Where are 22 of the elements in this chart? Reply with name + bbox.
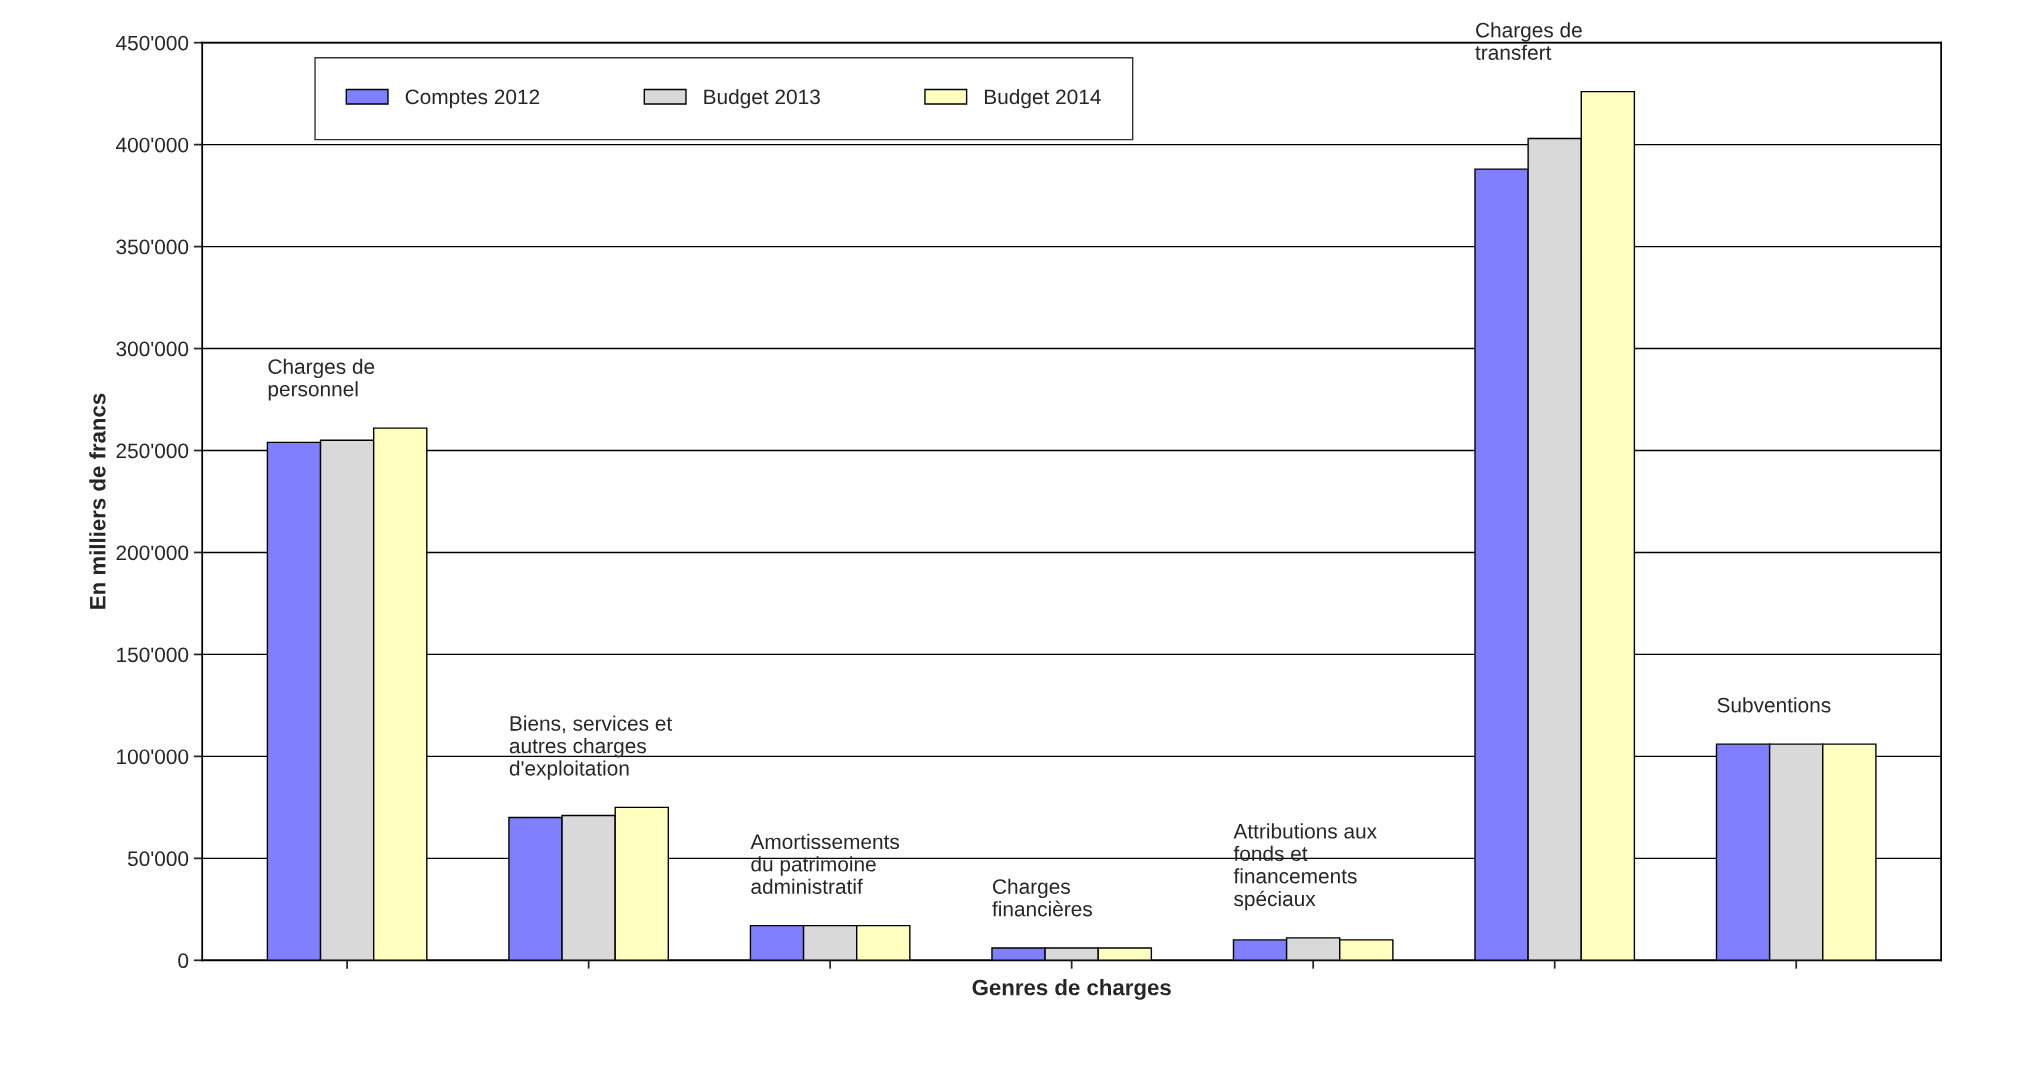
y-tick-label: 250'000 <box>116 443 189 459</box>
legend-label: Comptes 2012 <box>405 89 540 109</box>
x-tick-label: Subventions <box>1717 697 1831 713</box>
y-tick-label: 150'000 <box>117 647 189 663</box>
y-tick-label: 100'000 <box>117 749 189 765</box>
y-tick-label: 450'000 <box>115 35 189 51</box>
legend-label: Budget 2013 <box>704 88 820 109</box>
y-tick-label: 350'000 <box>116 239 189 255</box>
x-tick-label: Biens, services et autres charges d'exploitation <box>509 715 673 780</box>
y-axis-title: En milliers de francs <box>89 393 106 609</box>
x-tick-label: Charges de transfert <box>1475 22 1582 60</box>
x-tick-label: Charges de personnel <box>268 358 375 401</box>
x-axis-title: Genres de charges <box>972 979 1171 1000</box>
x-tick-label: Charges financières <box>992 878 1092 917</box>
x-tick-label: Amortissements du patrimoine administratif <box>750 833 900 894</box>
legend-label: Budget 2014 <box>985 88 1101 109</box>
y-tick-label: 50'000 <box>127 851 189 867</box>
y-tick-label: 400'000 <box>115 137 189 153</box>
x-tick-label: Attributions aux fonds et financements spéciaux <box>1233 823 1377 911</box>
y-tick-label: 300'000 <box>116 341 189 357</box>
y-tick-label: 0 <box>178 953 189 969</box>
y-tick-label: 200'000 <box>116 545 189 561</box>
